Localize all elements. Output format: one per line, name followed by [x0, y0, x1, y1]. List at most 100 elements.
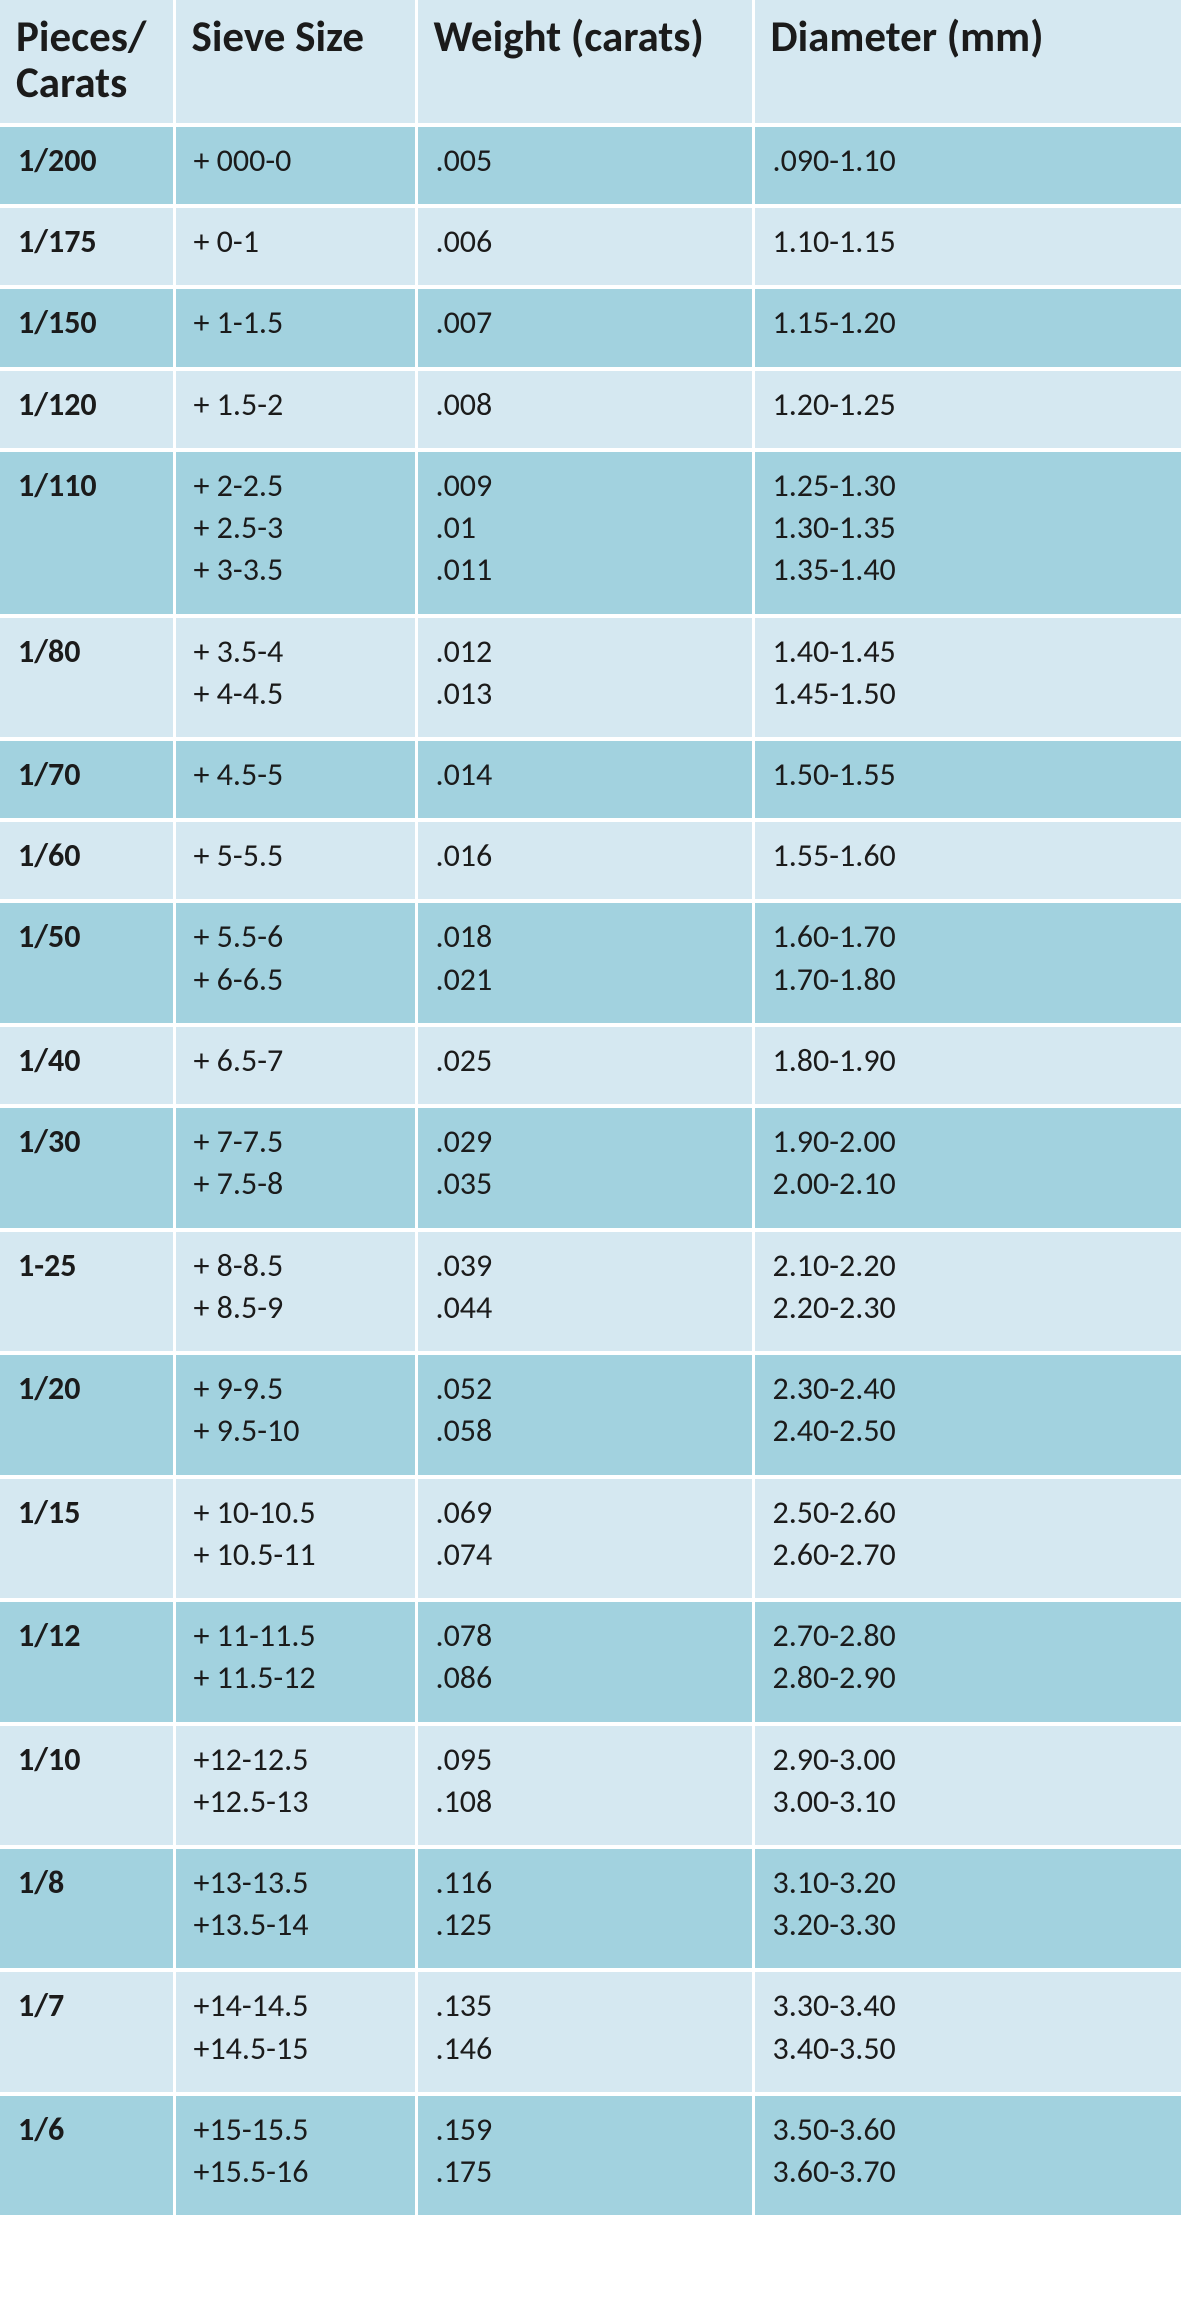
cell-weight: .135 .146	[416, 1970, 753, 2093]
table-row: 1/30+ 7-7.5 + 7.5-8.029 .0351.90-2.00 2.…	[0, 1106, 1181, 1229]
cell-pieces-carats: 1/175	[0, 206, 174, 287]
table-row: 1/20+ 9-9.5 + 9.5-10.052 .0582.30-2.40 2…	[0, 1353, 1181, 1476]
cell-sieve-size: + 000-0	[174, 125, 416, 206]
table-row: 1/10+12-12.5 +12.5-13.095 .1082.90-3.00 …	[0, 1724, 1181, 1847]
cell-diameter: 1.15-1.20	[753, 287, 1181, 368]
cell-diameter: 1.90-2.00 2.00-2.10	[753, 1106, 1181, 1229]
cell-weight: .005	[416, 125, 753, 206]
cell-pieces-carats: 1/80	[0, 616, 174, 739]
cell-diameter: 1.25-1.30 1.30-1.35 1.35-1.40	[753, 450, 1181, 616]
table-row: 1/7+14-14.5 +14.5-15.135 .1463.30-3.40 3…	[0, 1970, 1181, 2093]
cell-sieve-size: +12-12.5 +12.5-13	[174, 1724, 416, 1847]
cell-sieve-size: + 2-2.5 + 2.5-3 + 3-3.5	[174, 450, 416, 616]
table-row: 1/150+ 1-1.5.0071.15-1.20	[0, 287, 1181, 368]
cell-weight: .025	[416, 1025, 753, 1106]
cell-sieve-size: + 8-8.5 + 8.5-9	[174, 1230, 416, 1353]
cell-diameter: 2.30-2.40 2.40-2.50	[753, 1353, 1181, 1476]
cell-sieve-size: + 7-7.5 + 7.5-8	[174, 1106, 416, 1229]
table-row: 1/110+ 2-2.5 + 2.5-3 + 3-3.5.009 .01 .01…	[0, 450, 1181, 616]
cell-diameter: 2.70-2.80 2.80-2.90	[753, 1600, 1181, 1723]
cell-weight: .039 .044	[416, 1230, 753, 1353]
cell-weight: .116 .125	[416, 1847, 753, 1970]
cell-diameter: 3.10-3.20 3.20-3.30	[753, 1847, 1181, 1970]
cell-pieces-carats: 1/10	[0, 1724, 174, 1847]
cell-weight: .095 .108	[416, 1724, 753, 1847]
cell-pieces-carats: 1/110	[0, 450, 174, 616]
cell-sieve-size: +13-13.5 +13.5-14	[174, 1847, 416, 1970]
cell-weight: .006	[416, 206, 753, 287]
cell-sieve-size: + 9-9.5 + 9.5-10	[174, 1353, 416, 1476]
cell-weight: .078 .086	[416, 1600, 753, 1723]
cell-diameter: 1.80-1.90	[753, 1025, 1181, 1106]
cell-pieces-carats: 1/30	[0, 1106, 174, 1229]
cell-diameter: 1.55-1.60	[753, 820, 1181, 901]
cell-diameter: 2.90-3.00 3.00-3.10	[753, 1724, 1181, 1847]
cell-weight: .018 .021	[416, 901, 753, 1024]
table-row: 1/80+ 3.5-4 + 4-4.5.012 .0131.40-1.45 1.…	[0, 616, 1181, 739]
cell-pieces-carats: 1/12	[0, 1600, 174, 1723]
table-row: 1/120+ 1.5-2.0081.20-1.25	[0, 369, 1181, 450]
table-row: 1/70+ 4.5-5.0141.50-1.55	[0, 739, 1181, 820]
cell-sieve-size: + 3.5-4 + 4-4.5	[174, 616, 416, 739]
cell-weight: .014	[416, 739, 753, 820]
cell-pieces-carats: 1/50	[0, 901, 174, 1024]
cell-weight: .029 .035	[416, 1106, 753, 1229]
cell-weight: .159 .175	[416, 2094, 753, 2217]
cell-pieces-carats: 1/150	[0, 287, 174, 368]
cell-pieces-carats: 1-25	[0, 1230, 174, 1353]
cell-weight: .052 .058	[416, 1353, 753, 1476]
cell-weight: .069 .074	[416, 1477, 753, 1600]
col-diameter: Diameter (mm)	[753, 0, 1181, 125]
col-pieces-carats: Pieces/ Carats	[0, 0, 174, 125]
table-row: 1/175+ 0-1.0061.10-1.15	[0, 206, 1181, 287]
cell-weight: .009 .01 .011	[416, 450, 753, 616]
table-row: 1/50+ 5.5-6 + 6-6.5.018 .0211.60-1.70 1.…	[0, 901, 1181, 1024]
cell-sieve-size: + 5.5-6 + 6-6.5	[174, 901, 416, 1024]
cell-sieve-size: + 10-10.5 + 10.5-11	[174, 1477, 416, 1600]
cell-pieces-carats: 1/40	[0, 1025, 174, 1106]
cell-weight: .008	[416, 369, 753, 450]
cell-weight: .012 .013	[416, 616, 753, 739]
table-row: 1/40+ 6.5-7.0251.80-1.90	[0, 1025, 1181, 1106]
cell-diameter: 1.10-1.15	[753, 206, 1181, 287]
cell-diameter: 1.40-1.45 1.45-1.50	[753, 616, 1181, 739]
table-row: 1/60+ 5-5.5.0161.55-1.60	[0, 820, 1181, 901]
cell-sieve-size: + 4.5-5	[174, 739, 416, 820]
cell-sieve-size: + 5-5.5	[174, 820, 416, 901]
sieve-size-table: Pieces/ Carats Sieve Size Weight (carats…	[0, 0, 1181, 2219]
table-row: 1/15+ 10-10.5 + 10.5-11.069 .0742.50-2.6…	[0, 1477, 1181, 1600]
cell-sieve-size: + 0-1	[174, 206, 416, 287]
cell-pieces-carats: 1/20	[0, 1353, 174, 1476]
cell-pieces-carats: 1/200	[0, 125, 174, 206]
cell-diameter: .090-1.10	[753, 125, 1181, 206]
cell-diameter: 1.50-1.55	[753, 739, 1181, 820]
table-body: 1/200+ 000-0.005.090-1.101/175+ 0-1.0061…	[0, 125, 1181, 2218]
cell-sieve-size: + 1-1.5	[174, 287, 416, 368]
cell-sieve-size: + 1.5-2	[174, 369, 416, 450]
cell-sieve-size: + 11-11.5 + 11.5-12	[174, 1600, 416, 1723]
cell-pieces-carats: 1/15	[0, 1477, 174, 1600]
cell-weight: .007	[416, 287, 753, 368]
cell-weight: .016	[416, 820, 753, 901]
cell-pieces-carats: 1/8	[0, 1847, 174, 1970]
cell-pieces-carats: 1/60	[0, 820, 174, 901]
cell-diameter: 3.30-3.40 3.40-3.50	[753, 1970, 1181, 2093]
table-row: 1/6+15-15.5 +15.5-16.159 .1753.50-3.60 3…	[0, 2094, 1181, 2217]
cell-diameter: 2.10-2.20 2.20-2.30	[753, 1230, 1181, 1353]
cell-diameter: 2.50-2.60 2.60-2.70	[753, 1477, 1181, 1600]
cell-sieve-size: +15-15.5 +15.5-16	[174, 2094, 416, 2217]
table-header: Pieces/ Carats Sieve Size Weight (carats…	[0, 0, 1181, 125]
cell-pieces-carats: 1/6	[0, 2094, 174, 2217]
cell-diameter: 1.20-1.25	[753, 369, 1181, 450]
cell-diameter: 1.60-1.70 1.70-1.80	[753, 901, 1181, 1024]
col-weight: Weight (carats)	[416, 0, 753, 125]
col-sieve-size: Sieve Size	[174, 0, 416, 125]
table-row: 1-25+ 8-8.5 + 8.5-9.039 .0442.10-2.20 2.…	[0, 1230, 1181, 1353]
cell-sieve-size: +14-14.5 +14.5-15	[174, 1970, 416, 2093]
table-row: 1/12+ 11-11.5 + 11.5-12.078 .0862.70-2.8…	[0, 1600, 1181, 1723]
cell-pieces-carats: 1/7	[0, 1970, 174, 2093]
table-row: 1/200+ 000-0.005.090-1.10	[0, 125, 1181, 206]
table-row: 1/8+13-13.5 +13.5-14.116 .1253.10-3.20 3…	[0, 1847, 1181, 1970]
cell-sieve-size: + 6.5-7	[174, 1025, 416, 1106]
cell-pieces-carats: 1/70	[0, 739, 174, 820]
